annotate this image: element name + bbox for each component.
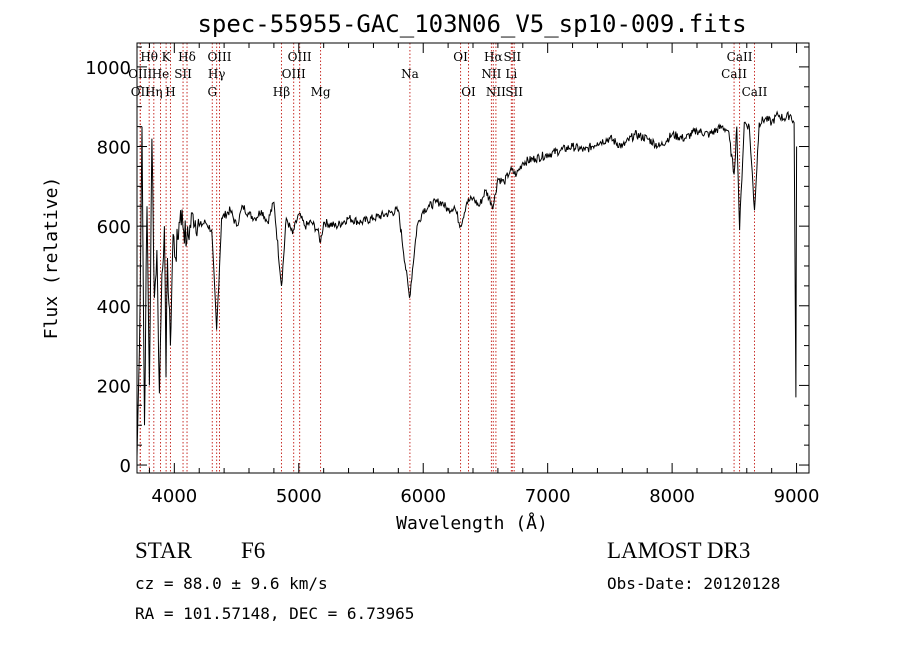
line-label: Na	[401, 67, 419, 81]
line-label: Hα	[484, 50, 503, 64]
series-layer	[136, 110, 798, 458]
line-label: SII	[174, 67, 192, 81]
object-class: STAR	[135, 538, 192, 563]
line-label: OIII	[288, 50, 312, 64]
line-label: OIII	[207, 50, 231, 64]
object-subclass: F6	[241, 538, 266, 563]
line-label: OIII	[128, 67, 152, 81]
y-tick-label: 800	[97, 138, 131, 159]
line-label: Li	[505, 67, 517, 81]
line-label: SII	[503, 50, 521, 64]
line-label: Hγ	[208, 67, 226, 81]
x-axis-label: Wavelength (Å)	[396, 512, 548, 534]
line-label: Hβ	[273, 85, 290, 99]
y-tick-label: 400	[97, 297, 131, 318]
y-tick-label: 1000	[85, 58, 131, 79]
line-label: Hδ	[178, 50, 196, 64]
line-label: CaII	[742, 85, 768, 99]
line-label: SII	[505, 85, 523, 99]
y-tick-label: 200	[97, 376, 131, 397]
axis-ticks: 4000 5000 6000 7000 8000 9000 0 200 400 600 800 100…	[85, 43, 819, 507]
x-tick-label: 7000	[525, 486, 571, 507]
line-label: K	[162, 50, 172, 64]
chart-title: spec-55955-GAC_103N06_V5_sp10-009.fits	[197, 10, 746, 38]
line-label: OII	[131, 85, 151, 99]
line-label: CaII	[721, 67, 747, 81]
line-label: H	[165, 85, 175, 99]
line-label: G	[207, 85, 217, 99]
redshift-cz: cz = 88.0 ± 9.6 km/s	[135, 574, 328, 593]
line-label: Hη	[145, 85, 163, 99]
y-tick-label: 0	[120, 456, 131, 477]
x-tick-label: 5000	[276, 486, 322, 507]
line-label: OI	[453, 50, 468, 64]
survey-name: LAMOST DR3	[607, 538, 751, 563]
x-tick-label: 4000	[151, 486, 197, 507]
flux-series-line	[136, 110, 798, 458]
line-label: OI	[461, 85, 476, 99]
line-label: Hθ	[140, 50, 158, 64]
line-label: CaII	[727, 50, 753, 64]
plot-frame	[136, 42, 810, 474]
observation-date: Obs-Date: 20120128	[607, 574, 781, 593]
x-tick-label: 6000	[400, 486, 446, 507]
line-labels: OII Hθ OIII Hη He K H SII Hδ OIII Hγ G Hβ OIII OIII Mg N…	[128, 50, 767, 99]
x-tick-label: 8000	[649, 486, 695, 507]
line-label: OIII	[282, 67, 306, 81]
line-label: Mg	[311, 85, 331, 99]
ra-dec-coordinates: RA = 101.57148, DEC = 6.73965	[135, 604, 415, 623]
line-label: NII	[481, 67, 501, 81]
y-axis-label: Flux (relative)	[41, 177, 62, 340]
y-tick-label: 600	[97, 217, 131, 238]
emission-line-markers	[139, 43, 755, 473]
line-label: He	[152, 67, 170, 81]
x-tick-label: 9000	[774, 486, 820, 507]
line-label: NII	[486, 85, 506, 99]
